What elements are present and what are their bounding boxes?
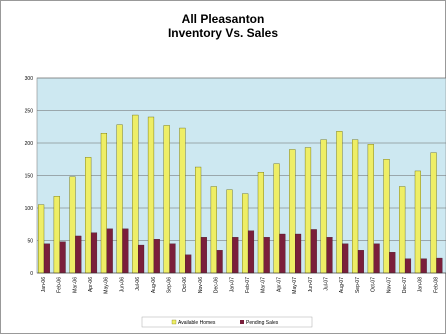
x-tick-label: Jan-06 (41, 277, 47, 293)
bar-available-homes (53, 196, 60, 274)
x-tick-label: Jan-08 (418, 277, 424, 293)
bar-pending-sales (295, 233, 302, 274)
bar-pending-sales (59, 241, 66, 274)
x-tick-label: Aug-07 (339, 277, 345, 293)
x-tick-label: Nov-07 (386, 277, 392, 293)
bar-available-homes (226, 189, 233, 274)
bar-pending-sales (279, 233, 286, 274)
x-tick-label: Nov-06 (198, 277, 204, 293)
y-tick-label: 0 (30, 271, 33, 277)
x-tick-label: Jun-06 (119, 277, 125, 293)
bar-pending-sales (389, 252, 396, 274)
bar-available-homes (179, 127, 186, 274)
x-tick-label: Jan-07 (229, 277, 235, 293)
y-tick-label: 100 (25, 206, 34, 212)
bar-pending-sales (185, 254, 192, 274)
y-tick-label: 50 (27, 239, 33, 245)
bar-pending-sales (326, 237, 333, 274)
bar-pending-sales (357, 250, 364, 274)
x-tick-label: Mar-07 (261, 277, 267, 293)
legend-label-pending-sales: Pending Sales (246, 320, 279, 326)
bar-available-homes (367, 144, 374, 274)
x-tick-label: Jul-06 (135, 277, 141, 291)
bar-pending-sales (342, 243, 349, 274)
bar-available-homes (147, 116, 155, 274)
bar-pending-sales (263, 237, 270, 274)
y-tick-label: 200 (25, 141, 34, 147)
bar-available-homes (100, 133, 108, 274)
bar-available-homes (210, 186, 217, 274)
x-tick-label: Feb-07 (245, 277, 251, 293)
bar-pending-sales (43, 243, 50, 274)
bar-available-homes (38, 204, 45, 274)
legend-label-available-homes: Available Homes (178, 320, 216, 326)
x-tick-label: Mar-06 (72, 277, 78, 293)
legend-swatch-available-homes (171, 319, 177, 325)
legend (141, 316, 313, 328)
bar-pending-sales (169, 243, 176, 274)
x-tick-label: Jun-07 (308, 277, 314, 293)
bar-available-homes (336, 131, 343, 274)
bar-pending-sales (200, 237, 207, 274)
bar-pending-sales (436, 257, 443, 274)
bar-pending-sales (373, 243, 380, 274)
bar-available-homes (304, 147, 312, 274)
x-tick-label: May-07 (292, 277, 298, 294)
bar-pending-sales (153, 239, 160, 274)
x-tick-label: Sep-06 (166, 277, 172, 293)
bar-pending-sales (420, 258, 427, 274)
x-tick-label: Apr-06 (88, 277, 94, 292)
bar-available-homes (194, 166, 202, 274)
bar-available-homes (399, 186, 406, 274)
bar-available-homes (163, 125, 170, 274)
bar-pending-sales (90, 232, 98, 274)
bar-available-homes (273, 163, 280, 274)
bar-available-homes (430, 152, 437, 274)
bar-pending-sales (122, 228, 129, 274)
x-tick-label: Apr-07 (276, 277, 282, 292)
y-tick-label: 300 (25, 76, 34, 82)
bar-available-homes (69, 176, 76, 274)
bar-available-homes (257, 172, 265, 274)
bar-available-homes (414, 170, 422, 274)
bar-pending-sales (232, 237, 239, 274)
x-tick-label: Dec-07 (402, 277, 408, 293)
bar-available-homes (85, 157, 92, 274)
legend-swatch-pending-sales (240, 320, 244, 324)
x-tick-label: Feb-08 (433, 277, 439, 293)
y-tick-label: 250 (25, 109, 34, 115)
x-tick-label: Aug-06 (151, 277, 157, 293)
bar-pending-sales (247, 230, 255, 274)
x-tick-label: Feb-06 (57, 277, 63, 293)
bar-available-homes (132, 114, 139, 274)
chart-title: All Pleasanton (181, 12, 265, 26)
bar-pending-sales (75, 235, 82, 274)
bar-pending-sales (106, 228, 113, 274)
x-tick-label: May-06 (104, 277, 110, 294)
chart-subtitle: Inventory Vs. Sales (167, 26, 279, 40)
bar-available-homes (289, 149, 296, 274)
x-tick-label: Oct-07 (371, 277, 377, 292)
bar-pending-sales (310, 229, 317, 274)
y-tick-label: 150 (25, 174, 34, 180)
x-tick-label: Jul-07 (323, 277, 329, 291)
bar-available-homes (242, 193, 249, 274)
bar-available-homes (352, 139, 359, 274)
bar-available-homes (383, 159, 390, 274)
x-tick-label: Sep-07 (355, 277, 361, 293)
bar-available-homes (320, 139, 327, 274)
bar-pending-sales (216, 250, 223, 274)
bar-available-homes (116, 124, 123, 274)
bar-pending-sales (404, 258, 412, 274)
x-tick-label: Dec-06 (214, 277, 220, 293)
x-tick-label: Oct-06 (182, 277, 188, 292)
bar-pending-sales (138, 244, 145, 274)
